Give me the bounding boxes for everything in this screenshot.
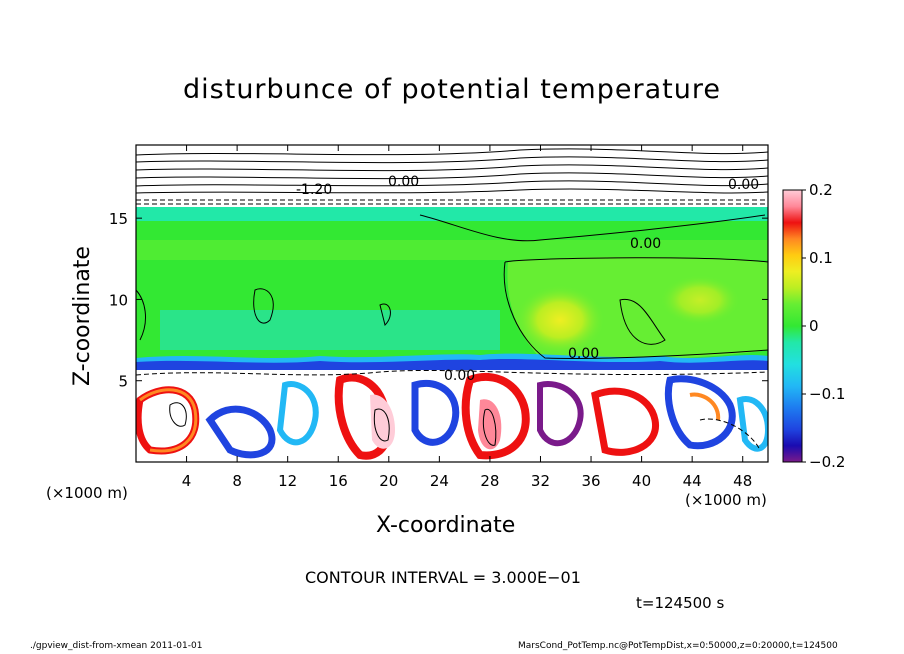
colorbar-tick-label: 0.2 xyxy=(809,181,833,199)
colorbar-tick-label: −0.2 xyxy=(809,453,845,471)
colorbar-ticks: 0.2 0.1 0 −0.1 −0.2 xyxy=(802,181,845,471)
footer-right: MarsCond_PotTemp.nc@PotTempDist,x=0:5000… xyxy=(518,641,838,651)
colorbar-tick-label: −0.1 xyxy=(809,385,845,403)
x-tick-label: 32 xyxy=(531,472,550,490)
x-tick-label: 48 xyxy=(733,472,752,490)
contour-label: 0.00 xyxy=(388,174,419,190)
colorbar-tick-label: 0 xyxy=(809,317,819,335)
x-tick-label: 36 xyxy=(581,472,600,490)
x-tick-label: 44 xyxy=(683,472,702,490)
y-tick-label: 15 xyxy=(109,210,128,228)
x-unit-label-left: (×1000 m) xyxy=(46,484,128,502)
plot-frame xyxy=(135,144,769,463)
contour-label: 0.00 xyxy=(568,346,599,362)
y-axis-label: Z-coordinate xyxy=(70,246,95,386)
contour-label: 0.00 xyxy=(630,236,661,252)
warm-core xyxy=(515,285,605,355)
heatmap-field xyxy=(136,145,768,462)
contour-labels: 0.00 0.00 -1.20 0.00 0.00 0.00 xyxy=(296,174,759,384)
x-tick-label: 40 xyxy=(632,472,651,490)
x-tick-label: 8 xyxy=(232,472,242,490)
chart-title: disturbunce of potential temperature xyxy=(183,74,721,105)
footer-left: ./gpview_dist-from-xmean 2011-01-01 xyxy=(30,641,203,651)
y-tick-label: 5 xyxy=(118,373,128,391)
colorbar xyxy=(782,189,803,463)
x-tick-label: 4 xyxy=(182,472,192,490)
time-label: t=124500 s xyxy=(636,594,725,612)
x-tick-label: 28 xyxy=(480,472,499,490)
y-tick-label: 10 xyxy=(109,291,128,309)
x-axis: 4 8 12 16 20 24 28 32 36 40 44 48 xyxy=(182,145,752,490)
x-tick-label: 12 xyxy=(278,472,297,490)
x-tick-label: 24 xyxy=(430,472,449,490)
cool-patch xyxy=(160,310,500,350)
y-axis: 5 10 15 xyxy=(109,210,768,391)
band-top-layer xyxy=(136,207,768,221)
warm-core-2 xyxy=(660,275,740,325)
band-mid-layer xyxy=(136,240,768,260)
x-tick-label: 20 xyxy=(379,472,398,490)
contour-lines xyxy=(136,148,768,451)
colorbar-tick-label: 0.1 xyxy=(809,249,833,267)
x-axis-label: X-coordinate xyxy=(376,513,516,538)
contour-interval-text: CONTOUR INTERVAL = 3.000E−01 xyxy=(305,568,581,587)
contour-label: -1.20 xyxy=(296,182,332,198)
inversion-blue xyxy=(136,358,768,370)
x-tick-label: 16 xyxy=(329,472,348,490)
x-unit-label-right: (×1000 m) xyxy=(685,491,767,509)
lower-region xyxy=(136,370,768,462)
contour-label: 0.00 xyxy=(728,177,759,193)
contour-label: 0.00 xyxy=(444,368,475,384)
